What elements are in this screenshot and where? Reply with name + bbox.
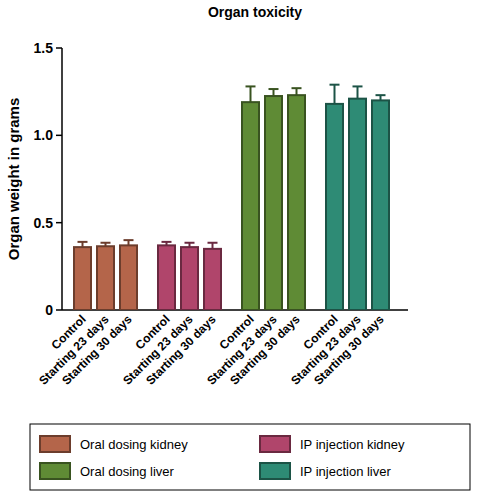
bar [204, 249, 221, 310]
y-tick [56, 309, 62, 311]
bar [242, 102, 259, 310]
error-bar [330, 85, 340, 104]
legend-swatch [260, 463, 290, 479]
legend-swatch [40, 436, 70, 452]
error-bar [376, 95, 386, 100]
y-axis-label: Organ weight in grams [5, 98, 22, 261]
y-tick [56, 135, 62, 137]
error-bar [124, 240, 134, 245]
bar [158, 245, 175, 310]
legend-label: Oral dosing kidney [80, 437, 188, 452]
error-bar [292, 88, 302, 95]
legend-label: IP injection liver [300, 464, 391, 479]
bar [120, 245, 137, 310]
bar [372, 100, 389, 310]
title: Organ toxicity [208, 4, 302, 20]
error-bar [353, 86, 363, 98]
error-bar [246, 86, 256, 102]
bar [97, 246, 114, 310]
bars [74, 85, 389, 310]
x-tick-label: Starting 30 days [311, 312, 387, 388]
legend-swatch [40, 463, 70, 479]
legend-box [30, 424, 470, 490]
bar [74, 247, 91, 310]
chart: Organ toxicity Organ weight in grams 0 0.5 1… [0, 0, 491, 500]
legend: Oral dosing kidney IP injection kidney Ora… [30, 424, 470, 490]
y-tick [56, 222, 62, 224]
error-bar [162, 242, 172, 245]
error-bar [78, 242, 88, 247]
y-tick-label: 1.5 [34, 40, 54, 56]
bar [265, 96, 282, 310]
legend-label: IP injection kidney [300, 437, 405, 452]
y-axis [61, 48, 63, 310]
legend-swatch [260, 436, 290, 452]
y-tick-label: 0.5 [34, 215, 54, 231]
error-bar [101, 243, 111, 246]
y-tick-label: 0 [45, 302, 53, 318]
error-bar [185, 243, 195, 247]
legend-label: Oral dosing liver [80, 464, 175, 479]
y-tick-label: 1.0 [34, 127, 54, 143]
bar [288, 95, 305, 310]
y-tick [56, 47, 62, 49]
error-bar [208, 243, 218, 249]
error-bar [269, 89, 279, 96]
bar [349, 99, 366, 310]
bar [181, 247, 198, 310]
bar [326, 104, 343, 310]
